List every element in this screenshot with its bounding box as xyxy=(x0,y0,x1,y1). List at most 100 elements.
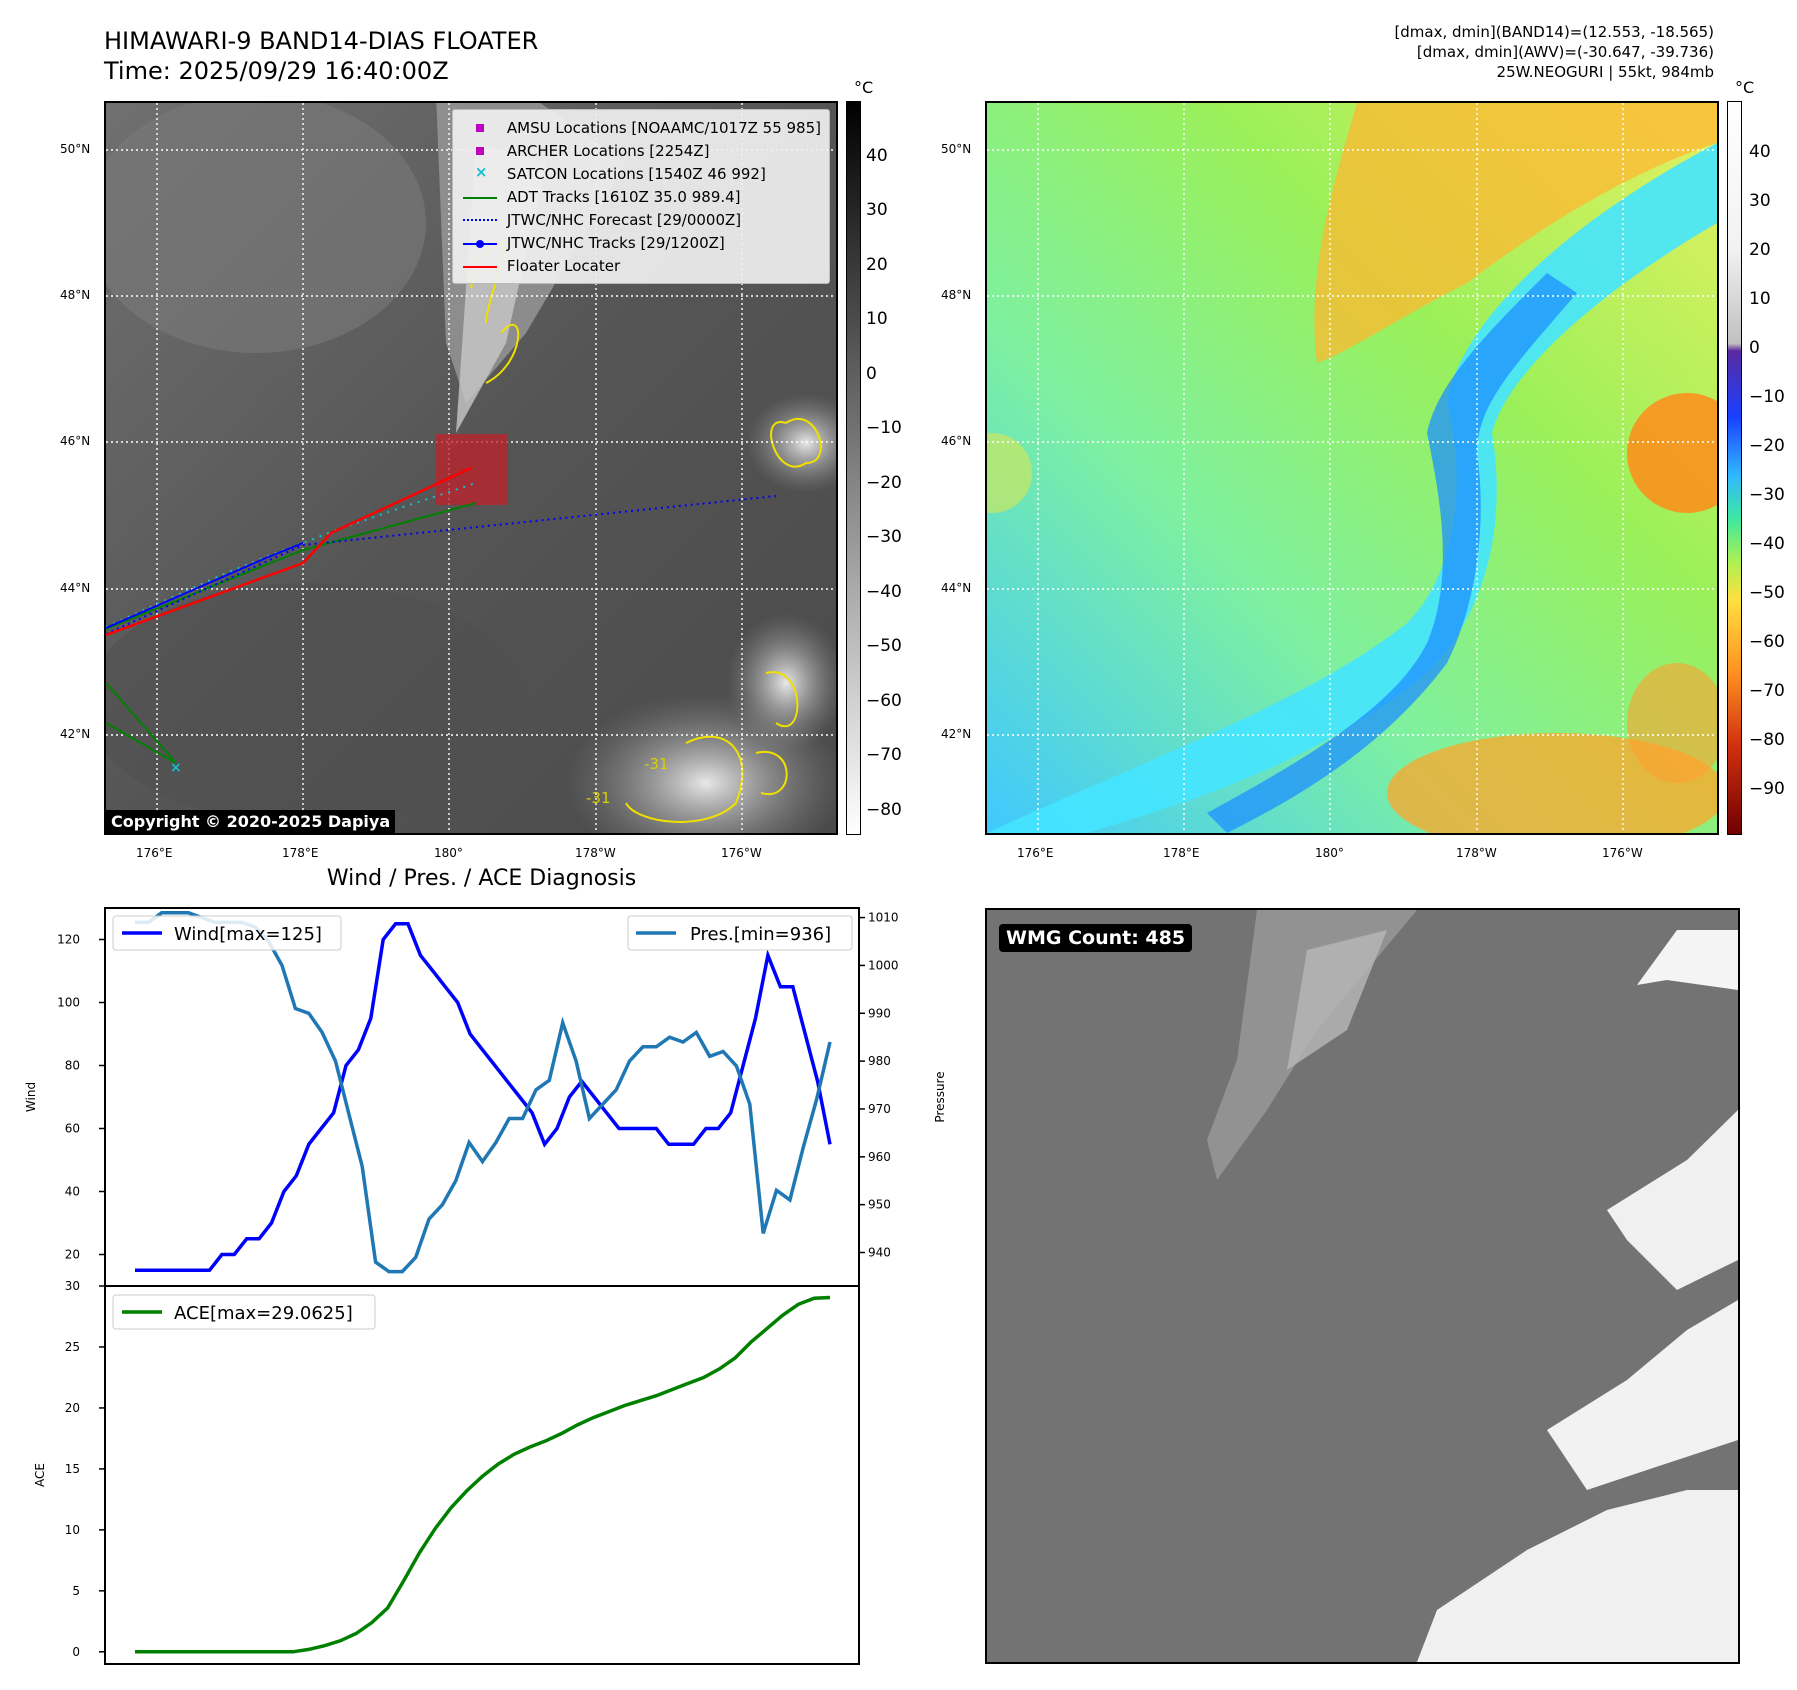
colorbar-tick: −20 xyxy=(866,473,902,493)
lat-label: 42°N xyxy=(60,727,91,741)
wmg-band xyxy=(1287,930,1387,1070)
lon-label: 178°W xyxy=(575,846,616,860)
lat-label: 46°N xyxy=(941,434,972,448)
colorbar-tick: 20 xyxy=(1749,240,1771,260)
satcon-marker: × xyxy=(170,760,182,776)
colorbar-tick: 30 xyxy=(866,200,888,220)
wmg-count-badge: WMG Count: 485 xyxy=(999,924,1193,952)
colorbar-tick: −40 xyxy=(1749,534,1785,554)
colorbar-tick: −10 xyxy=(866,418,902,438)
wmg-warm-area xyxy=(1417,1490,1738,1662)
wind-series-line xyxy=(135,922,832,1273)
legend-item-floater: Floater Locater xyxy=(461,254,821,277)
contour xyxy=(770,418,822,468)
legend-item-tracks: JTWC/NHC Tracks [29/1200Z] xyxy=(461,231,821,254)
copyright-badge: Copyright © 2020-2025 Dapiya xyxy=(106,810,396,833)
jtwc-forecast-track xyxy=(106,495,777,635)
floater-locater-track xyxy=(106,466,472,637)
wmg-warm-area xyxy=(1637,930,1738,990)
wind-axis-label: Wind xyxy=(24,1082,38,1112)
lat-label: 42°N xyxy=(941,727,972,741)
lon-label: 180° xyxy=(1315,846,1344,860)
axis-tick-label: 980 xyxy=(868,1054,891,1068)
axis-tick-label: 120 xyxy=(57,933,80,947)
axis-tick-label: 100 xyxy=(57,996,80,1010)
axis-tick-label: 10 xyxy=(65,1523,80,1537)
awv-colorbar xyxy=(1727,101,1742,835)
axis-tick-label: 1010 xyxy=(868,911,899,925)
ir-map-panel: -31 -31 × AMSU Locations [NOAAMC/1017Z xyxy=(104,101,838,835)
axis-tick-label: 40 xyxy=(65,1185,80,1199)
colorbar-tick: −30 xyxy=(866,527,902,547)
legend-item-forecast: JTWC/NHC Forecast [29/0000Z] xyxy=(461,208,821,231)
legend-item-amsu: AMSU Locations [NOAAMC/1017Z 55 985] xyxy=(461,116,821,139)
lon-label: 178°W xyxy=(1456,846,1497,860)
colorbar-tick: −20 xyxy=(1749,436,1785,456)
wmg-band xyxy=(1207,910,1417,1180)
moist-core xyxy=(1207,273,1577,833)
ir-colorbar xyxy=(846,101,861,835)
legend-box xyxy=(112,1294,376,1330)
amsu-square-icon xyxy=(461,121,501,135)
pressure-legend-label: Pres.[min=936] xyxy=(690,924,831,945)
axis-tick-label: 970 xyxy=(868,1102,891,1116)
satcon-track xyxy=(106,482,477,628)
dry-area xyxy=(1314,103,1717,363)
colorbar-tick: 40 xyxy=(1749,142,1771,162)
cloud-cell xyxy=(746,393,836,493)
floater-box xyxy=(436,434,508,505)
axis-tick-label: 80 xyxy=(65,1059,80,1073)
axis-tick-label: 15 xyxy=(65,1462,80,1476)
colorbar-tick: −70 xyxy=(866,745,902,765)
legend-item-satcon: × SATCON Locations [1540Z 46 992] xyxy=(461,162,821,185)
colorbar-tick: −60 xyxy=(866,691,902,711)
wmg-panel: WMG Count: 485 xyxy=(985,908,1740,1664)
lat-label: 44°N xyxy=(941,581,972,595)
contour xyxy=(625,735,744,823)
axis-tick-label: 990 xyxy=(868,1006,891,1020)
awv-grid xyxy=(987,103,1717,833)
contour xyxy=(765,671,799,727)
lat-label: 48°N xyxy=(60,288,91,302)
contour-label: -31 xyxy=(586,789,611,807)
awv-colorbar-unit: °C xyxy=(1735,78,1755,97)
ace-axis-ticks: 30 25 20 15 10 5 0 xyxy=(65,1279,105,1659)
legend-label: JTWC/NHC Tracks [29/1200Z] xyxy=(506,233,725,252)
colorbar-tick: 30 xyxy=(1749,191,1771,211)
lat-label: 50°N xyxy=(60,142,91,156)
colorbar-tick: 10 xyxy=(866,309,888,329)
lat-label: 50°N xyxy=(941,142,972,156)
pressure-series-line xyxy=(135,911,832,1274)
ace-axes xyxy=(104,1285,860,1665)
wmg-warm-area xyxy=(1607,1110,1738,1290)
satcon-x-icon: × xyxy=(474,162,488,181)
awv-map-panel xyxy=(985,101,1719,835)
lon-label: 176°W xyxy=(1602,846,1643,860)
info-line-2: [dmax, dmin](AWV)=(-30.647, -39.736) xyxy=(1416,43,1714,61)
cloud-area xyxy=(106,103,426,353)
dry-area xyxy=(1387,733,1717,833)
axis-tick-label: 940 xyxy=(868,1246,891,1260)
lon-label: 178°E xyxy=(1163,846,1200,860)
diagnosis-title: Wind / Pres. / ACE Diagnosis xyxy=(326,866,637,891)
colorbar-tick: −30 xyxy=(1749,485,1785,505)
colorbar-tick: 10 xyxy=(1749,289,1771,309)
legend-label: JTWC/NHC Forecast [29/0000Z] xyxy=(506,210,742,229)
axis-tick-label: 950 xyxy=(868,1198,891,1212)
ace-legend-label: ACE[max=29.0625] xyxy=(174,1303,353,1324)
wind-axis-ticks: 120 100 80 60 40 20 xyxy=(57,933,105,1262)
contour xyxy=(755,750,788,796)
colorbar-tick: 0 xyxy=(1749,338,1760,358)
pressure-axis-label: Pressure xyxy=(933,1071,947,1122)
lon-label: 176°E xyxy=(1017,846,1054,860)
axis-tick-label: 960 xyxy=(868,1150,891,1164)
ir-colorbar-unit: °C xyxy=(854,78,874,97)
colorbar-tick: −80 xyxy=(1749,730,1785,750)
legend-label: ARCHER Locations [2254Z] xyxy=(506,141,710,160)
adt-track xyxy=(106,502,477,630)
cloud-cell xyxy=(726,613,836,753)
legend-label: Floater Locater xyxy=(506,256,621,275)
legend-label: ADT Tracks [1610Z 35.0 989.4] xyxy=(506,187,741,206)
tracks-line-dot-icon xyxy=(461,236,501,250)
